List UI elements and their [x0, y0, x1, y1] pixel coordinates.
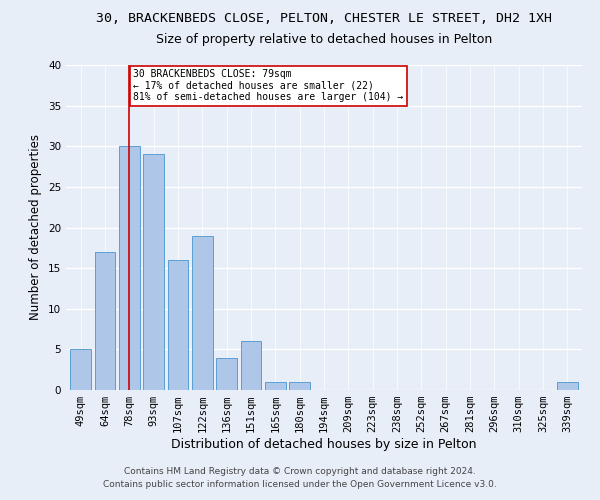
- Text: 30 BRACKENBEDS CLOSE: 79sqm
← 17% of detached houses are smaller (22)
81% of sem: 30 BRACKENBEDS CLOSE: 79sqm ← 17% of det…: [133, 69, 403, 102]
- Bar: [119, 146, 140, 390]
- Bar: [241, 341, 262, 390]
- X-axis label: Distribution of detached houses by size in Pelton: Distribution of detached houses by size …: [171, 438, 477, 451]
- Text: 30, BRACKENBEDS CLOSE, PELTON, CHESTER LE STREET, DH2 1XH: 30, BRACKENBEDS CLOSE, PELTON, CHESTER L…: [96, 12, 552, 26]
- Bar: [289, 382, 310, 390]
- Y-axis label: Number of detached properties: Number of detached properties: [29, 134, 43, 320]
- Bar: [70, 350, 91, 390]
- Bar: [216, 358, 237, 390]
- Bar: [557, 382, 578, 390]
- Text: Contains public sector information licensed under the Open Government Licence v3: Contains public sector information licen…: [103, 480, 497, 489]
- Text: Contains HM Land Registry data © Crown copyright and database right 2024.: Contains HM Land Registry data © Crown c…: [124, 467, 476, 476]
- Bar: [192, 236, 212, 390]
- Bar: [265, 382, 286, 390]
- Bar: [167, 260, 188, 390]
- Bar: [95, 252, 115, 390]
- Bar: [143, 154, 164, 390]
- Text: Size of property relative to detached houses in Pelton: Size of property relative to detached ho…: [156, 32, 492, 46]
